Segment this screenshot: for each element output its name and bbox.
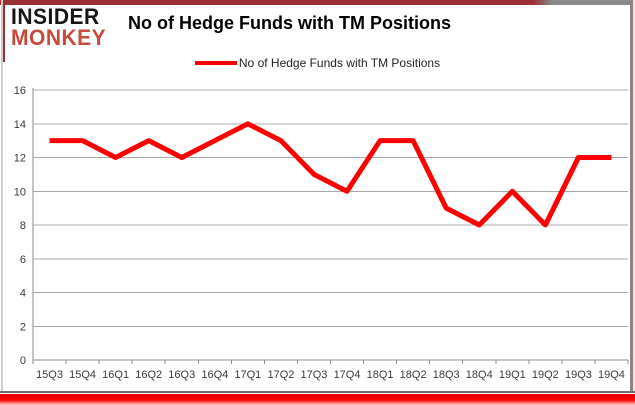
- svg-text:17Q4: 17Q4: [334, 369, 361, 381]
- svg-text:8: 8: [20, 220, 26, 232]
- svg-text:16Q4: 16Q4: [201, 369, 228, 381]
- svg-text:10: 10: [14, 186, 26, 198]
- svg-text:18Q2: 18Q2: [400, 369, 427, 381]
- svg-text:17Q2: 17Q2: [267, 369, 294, 381]
- svg-text:0: 0: [20, 355, 26, 367]
- frame-top-bar: [0, 0, 635, 5]
- logo-text-insider: INSIDER: [11, 4, 100, 30]
- svg-text:19Q2: 19Q2: [532, 369, 559, 381]
- svg-text:12: 12: [14, 153, 26, 165]
- window-right-border: [630, 0, 633, 393]
- window-left-border: [1, 0, 3, 393]
- frame-left-red-segment: [1, 0, 5, 62]
- svg-text:2: 2: [20, 321, 26, 333]
- svg-text:17Q3: 17Q3: [301, 369, 328, 381]
- svg-text:16Q3: 16Q3: [168, 369, 195, 381]
- window-bottom-border: [0, 391, 635, 393]
- svg-text:15Q4: 15Q4: [69, 369, 96, 381]
- svg-text:15Q3: 15Q3: [36, 369, 63, 381]
- svg-text:4: 4: [20, 288, 26, 300]
- frame-bottom-red-strip: [0, 394, 635, 405]
- svg-text:17Q1: 17Q1: [234, 369, 261, 381]
- legend: No of Hedge Funds with TM Positions: [0, 56, 635, 70]
- chart-title: No of Hedge Funds with TM Positions: [128, 13, 451, 33]
- svg-text:16: 16: [14, 85, 26, 97]
- svg-text:19Q1: 19Q1: [499, 369, 526, 381]
- svg-text:14: 14: [14, 119, 26, 131]
- line-chart: 0 2 4 6 8 10 12 14 16 15Q3 15Q4 16Q1 16Q2 16Q3 16Q4 17Q…: [14, 85, 629, 381]
- insider-monkey-logo: INSIDER MONKEY: [11, 4, 107, 50]
- svg-text:19Q4: 19Q4: [598, 369, 625, 381]
- svg-text:6: 6: [20, 254, 26, 266]
- svg-text:16Q2: 16Q2: [135, 369, 162, 381]
- svg-text:18Q1: 18Q1: [367, 369, 394, 381]
- svg-text:18Q4: 18Q4: [466, 369, 493, 381]
- legend-label: No of Hedge Funds with TM Positions: [238, 56, 441, 70]
- svg-text:19Q3: 19Q3: [565, 369, 592, 381]
- svg-text:16Q1: 16Q1: [102, 369, 129, 381]
- svg-text:18Q3: 18Q3: [433, 369, 460, 381]
- logo-text-monkey: MONKEY: [11, 25, 107, 50]
- window-right-glow: [633, 0, 635, 393]
- legend-line-swatch: [194, 61, 237, 65]
